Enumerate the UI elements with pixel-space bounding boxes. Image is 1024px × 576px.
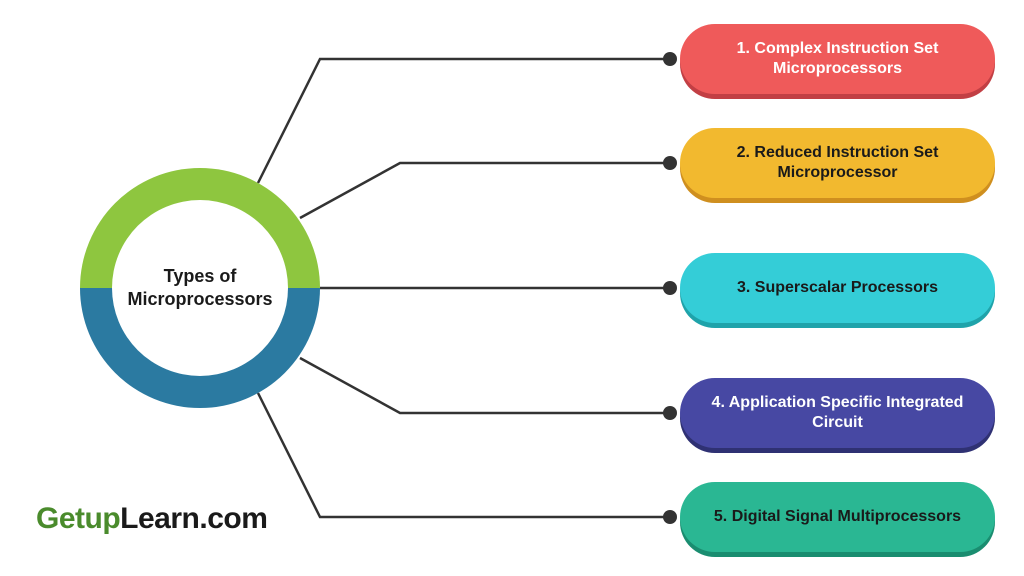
type-pill-2: 2. Reduced Instruction Set Microprocesso… xyxy=(680,128,995,198)
logo-part2: Learn.com xyxy=(120,502,267,535)
type-pill-5: 5. Digital Signal Multiprocessors xyxy=(680,482,995,552)
type-pill-3: 3. Superscalar Processors xyxy=(680,253,995,323)
brand-logo: GetupLearn.com xyxy=(36,502,267,536)
hub-inner: Types of Microprocessors xyxy=(112,200,288,376)
diagram-canvas: Types of Microprocessors 1. Complex Inst… xyxy=(0,0,1024,576)
logo-part1: Getup xyxy=(36,502,120,535)
hub-title-line1: Types of xyxy=(164,265,237,288)
type-pill-4: 4. Application Specific Integrated Circu… xyxy=(680,378,995,448)
hub-title-line2: Microprocessors xyxy=(127,288,272,311)
type-pill-1: 1. Complex Instruction Set Microprocesso… xyxy=(680,24,995,94)
central-hub: Types of Microprocessors xyxy=(80,168,320,408)
